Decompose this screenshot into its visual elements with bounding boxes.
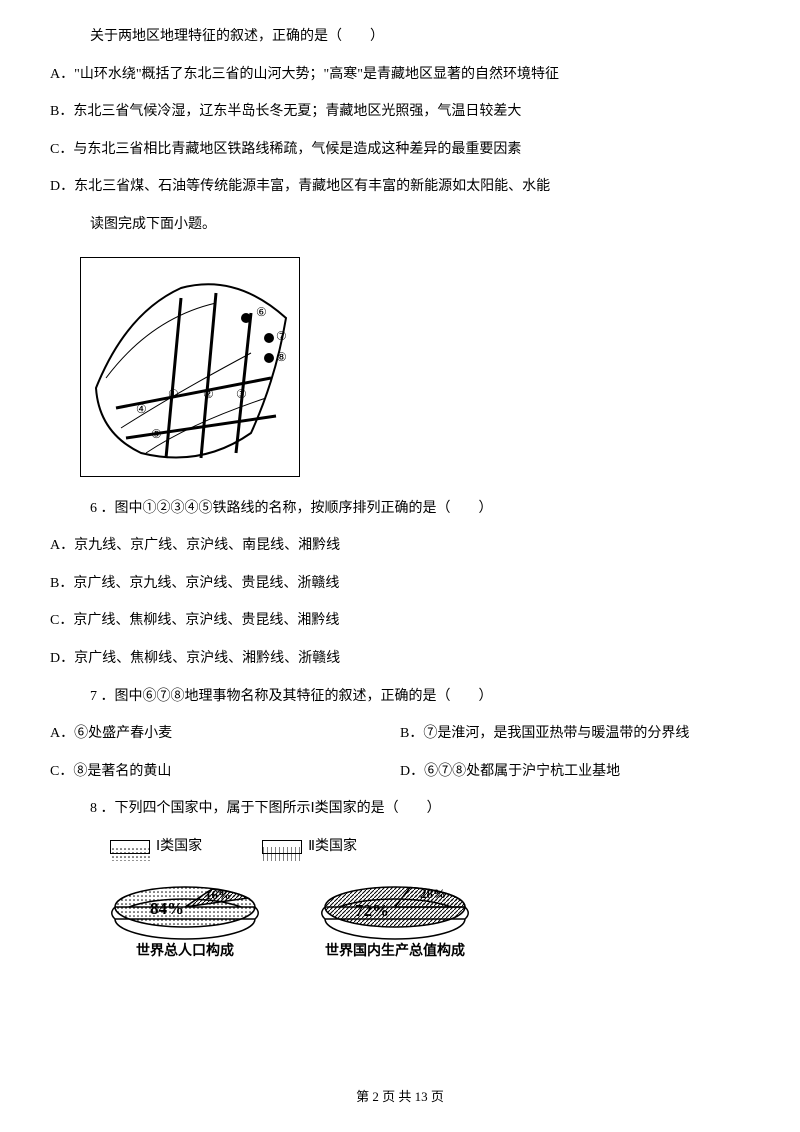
pie-chart-1: 84% 16% 世界总人口构成: [100, 874, 270, 961]
legend-cat1: Ⅰ类国家: [110, 830, 202, 864]
svg-text:④: ④: [136, 402, 147, 416]
pie2-big-label: 72%: [355, 901, 389, 920]
footer-total: 13: [415, 1089, 428, 1104]
svg-text:①: ①: [168, 387, 179, 401]
pie2-caption: 世界国内生产总值构成: [325, 944, 465, 961]
q7-option-a: A．⑥处盛产春小麦: [50, 717, 400, 751]
q7-option-c: C．⑧是著名的黄山: [50, 755, 400, 789]
q7-stem: 7 ．图中⑥⑦⑧地理事物名称及其特征的叙述，正确的是（ ）: [50, 680, 750, 714]
svg-text:②: ②: [203, 387, 214, 401]
pie1-big-label: 84%: [150, 899, 184, 918]
q6-option-c: C．京广线、焦柳线、京沪线、贵昆线、湘黔线: [50, 604, 750, 638]
pie1-caption: 世界总人口构成: [136, 944, 234, 961]
footer-suffix: 页: [428, 1089, 444, 1104]
option-d: D．东北三省煤、石油等传统能源丰富，青藏地区有丰富的新能源如太阳能、水能: [50, 170, 750, 204]
legend-swatch-dots: [110, 840, 150, 854]
reading-prompt: 读图完成下面小题。: [50, 208, 750, 242]
footer-mid: 页 共: [379, 1089, 415, 1104]
chart-legend: Ⅰ类国家 Ⅱ类国家: [110, 830, 750, 864]
pie-charts: 84% 16% 世界总人口构成 72% 28% 世界国内生产总值构成: [100, 874, 750, 961]
map-figure: ① ② ③ ④ ⑤ ⑥ ⑦ ⑧: [80, 257, 300, 477]
q6-option-d: D．京广线、焦柳线、京沪线、湘黔线、浙赣线: [50, 642, 750, 676]
option-c: C．与东北三省相比青藏地区铁路线稀疏，气候是造成这种差异的最重要因素: [50, 133, 750, 167]
svg-text:⑧: ⑧: [276, 350, 287, 364]
page-footer: 第 2 页 共 13 页: [0, 1081, 800, 1112]
svg-text:⑥: ⑥: [256, 305, 267, 319]
q7-option-d: D．⑥⑦⑧处都属于沪宁杭工业基地: [400, 755, 750, 789]
footer-prefix: 第: [356, 1089, 372, 1104]
pie1-small-label: 16%: [205, 887, 231, 902]
svg-text:⑤: ⑤: [151, 427, 162, 441]
svg-text:③: ③: [236, 387, 247, 401]
legend-swatch-hatch: [262, 840, 302, 854]
legend-cat2-label: Ⅱ类国家: [308, 830, 357, 864]
legend-cat1-label: Ⅰ类国家: [156, 830, 202, 864]
pie2-small-label: 28%: [420, 886, 446, 901]
option-b: B．东北三省气候冷湿，辽东半岛长冬无夏；青藏地区光照强，气温日较差大: [50, 95, 750, 129]
pie-chart-2: 72% 28% 世界国内生产总值构成: [310, 874, 480, 961]
svg-text:⑦: ⑦: [276, 329, 287, 343]
q8-stem: 8 ．下列四个国家中，属于下图所示Ⅰ类国家的是（ ）: [50, 792, 750, 826]
option-a: A．"山环水绕"概括了东北三省的山河大势；"高寒"是青藏地区显著的自然环境特征: [50, 58, 750, 92]
q6-option-a: A．京九线、京广线、京沪线、南昆线、湘黔线: [50, 529, 750, 563]
q6-stem: 6 ．图中①②③④⑤铁路线的名称，按顺序排列正确的是（ ）: [50, 492, 750, 526]
question-stem: 关于两地区地理特征的叙述，正确的是（ ）: [50, 20, 750, 54]
q6-option-b: B．京广线、京九线、京沪线、贵昆线、浙赣线: [50, 567, 750, 601]
q7-option-b: B．⑦是淮河，是我国亚热带与暖温带的分界线: [400, 717, 750, 751]
legend-cat2: Ⅱ类国家: [262, 830, 357, 864]
